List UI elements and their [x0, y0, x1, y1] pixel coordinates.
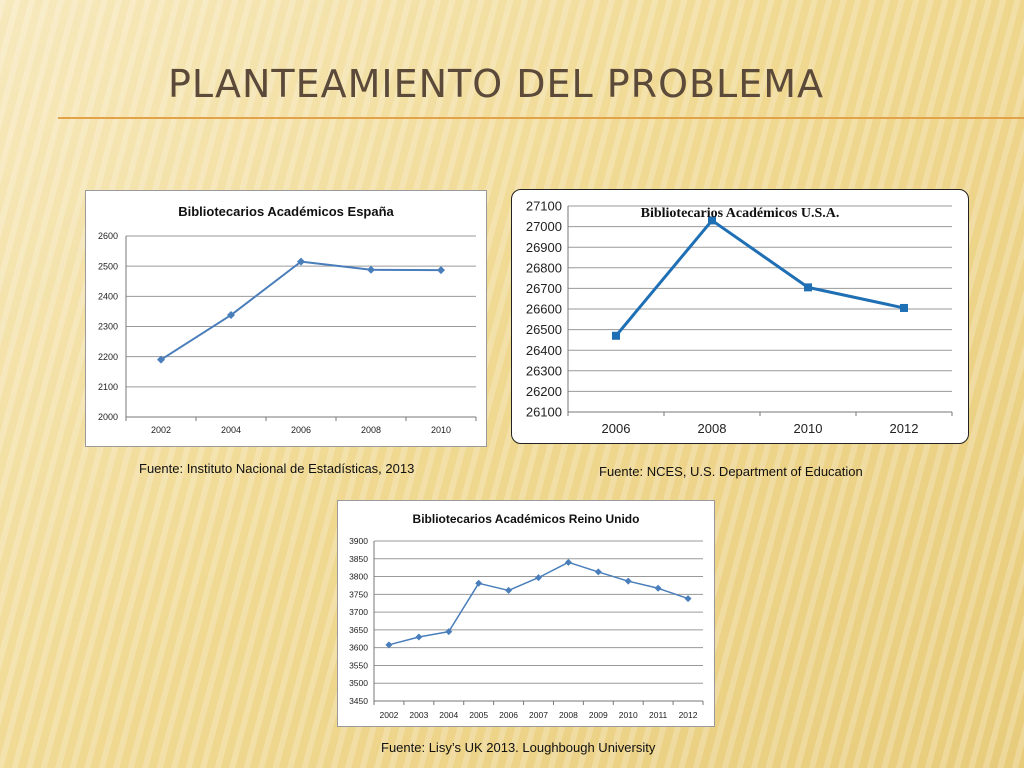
uk-data-point [684, 595, 692, 603]
uk-data-point [594, 568, 602, 576]
uk-y-tick-label: 3450 [349, 696, 368, 706]
es-x-tick-label: 2004 [221, 425, 241, 435]
us-data-point [708, 216, 716, 225]
es-y-tick-label: 2100 [98, 382, 118, 392]
chart-reino-unido-svg: 3450 3500 3550 3600 3650 3700 3750 3800 3850 3900… [349, 512, 704, 720]
chart-espana: 2000 2100 2200 2300 2400 2500 2600 2002 2004 2006… [85, 190, 487, 447]
uk-data-point [415, 633, 423, 641]
es-data-point [157, 355, 165, 364]
uk-data-point [505, 586, 513, 594]
es-x-tick-label: 2002 [151, 425, 171, 435]
uk-x-tick-label: 2010 [619, 710, 638, 720]
es-y-tick-label: 2200 [98, 352, 118, 362]
es-x-tick-label: 2006 [291, 425, 311, 435]
es-y-tick-label: 2400 [98, 291, 118, 301]
slide-title: PLANTEAMIENTO DEL PROBLEMA [168, 62, 825, 106]
uk-x-tick-label: 2011 [649, 710, 668, 720]
es-x-tick-label: 2008 [361, 425, 381, 435]
uk-y-tick-label: 3750 [349, 589, 368, 599]
title-divider [58, 117, 1024, 119]
us-y-tick-label: 26800 [526, 260, 562, 275]
us-x-tick-label: 2012 [890, 421, 919, 436]
chart-reino-unido: 3450 3500 3550 3600 3650 3700 3750 3800 3850 3900… [337, 500, 715, 727]
es-y-tick-label: 2000 [98, 412, 118, 422]
us-x-tick-label: 2008 [698, 421, 727, 436]
uk-x-tick-label: 2007 [529, 710, 548, 720]
es-y-tick-label: 2300 [98, 322, 118, 332]
uk-y-tick-label: 3900 [349, 536, 368, 546]
uk-x-tick-label: 2006 [499, 710, 518, 720]
uk-data-point [654, 584, 662, 592]
uk-data-point [385, 641, 393, 649]
us-x-tick-label: 2010 [794, 421, 823, 436]
us-data-point [612, 331, 620, 340]
us-y-tick-label: 26900 [526, 240, 562, 255]
es-data-point [437, 266, 445, 275]
us-chart-title: Bibliotecarios Académicos U.S.A. [641, 206, 840, 221]
uk-data-point [475, 579, 483, 587]
uk-y-tick-label: 3600 [349, 643, 368, 653]
uk-x-tick-label: 2002 [379, 710, 398, 720]
chart-usa-svg: 26100 26200 26300 26400 26500 26600 26700 26800… [526, 199, 953, 436]
uk-data-point [445, 628, 453, 636]
es-y-tick-label: 2500 [98, 261, 118, 271]
source-reino-unido: Fuente: Lisy’s UK 2013. Loughbough Unive… [381, 740, 656, 755]
us-x-tick-label: 2006 [602, 421, 631, 436]
es-x-tick-label: 2010 [431, 425, 451, 435]
uk-y-tick-label: 3650 [349, 625, 368, 635]
chart-espana-svg: 2000 2100 2200 2300 2400 2500 2600 2002 2004 2006… [98, 204, 477, 435]
us-y-tick-label: 26400 [526, 343, 562, 358]
uk-x-tick-label: 2004 [439, 710, 458, 720]
uk-x-tick-label: 2003 [409, 710, 428, 720]
uk-x-tick-label: 2005 [469, 710, 488, 720]
uk-y-tick-label: 3550 [349, 660, 368, 670]
es-data-point [297, 257, 305, 266]
us-y-tick-label: 26500 [526, 322, 562, 337]
us-y-tick-label: 26200 [526, 384, 562, 399]
us-y-tick-label: 27100 [526, 199, 562, 214]
uk-data-point [564, 558, 572, 566]
us-y-tick-label: 26700 [526, 281, 562, 296]
es-data-point [227, 311, 235, 320]
es-chart-title: Bibliotecarios Académicos España [178, 204, 394, 219]
us-series-line [614, 218, 905, 337]
uk-y-tick-label: 3700 [349, 607, 368, 617]
uk-y-tick-label: 3500 [349, 678, 368, 688]
us-y-tick-label: 26600 [526, 302, 562, 317]
uk-x-tick-label: 2009 [589, 710, 608, 720]
us-data-point [900, 303, 908, 312]
es-data-point [367, 265, 375, 274]
source-usa: Fuente: NCES, U.S. Department of Educati… [599, 464, 863, 479]
uk-y-tick-label: 3800 [349, 572, 368, 582]
uk-y-tick-label: 3850 [349, 554, 368, 564]
uk-chart-title: Bibliotecarios Académicos Reino Unido [413, 512, 640, 526]
us-y-tick-label: 26300 [526, 363, 562, 378]
chart-usa: 26100 26200 26300 26400 26500 26600 26700 26800… [511, 189, 969, 444]
us-data-point [804, 283, 812, 292]
uk-x-tick-label: 2008 [559, 710, 578, 720]
uk-data-point [624, 577, 632, 585]
es-y-tick-label: 2600 [98, 231, 118, 241]
es-series-line [160, 260, 442, 361]
uk-data-point [535, 574, 542, 582]
us-y-tick-label: 26100 [526, 405, 562, 420]
us-y-tick-label: 27000 [526, 219, 562, 234]
source-espana: Fuente: Instituto Nacional de Estadístic… [139, 461, 415, 476]
uk-x-tick-label: 2012 [679, 710, 698, 720]
